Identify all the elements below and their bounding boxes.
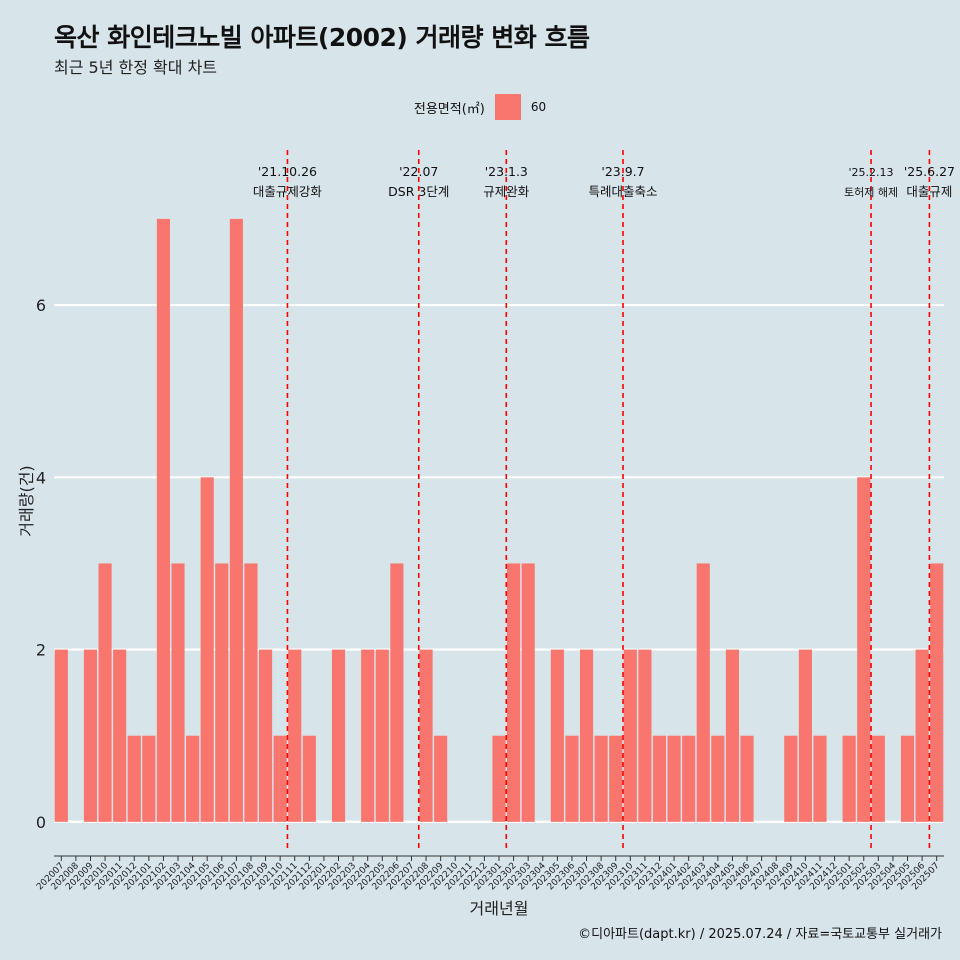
event-name-label: 규제완화 (483, 184, 530, 199)
event-name-label: 대출규제강화 (253, 184, 323, 199)
bar (711, 735, 725, 822)
bar (375, 649, 389, 822)
bar (652, 735, 667, 822)
event-name-label: 특례대출축소 (589, 184, 658, 199)
bar (215, 563, 229, 822)
bar (638, 649, 652, 822)
bar (142, 735, 156, 822)
bar (696, 563, 710, 822)
bar (113, 649, 127, 822)
bar (54, 649, 68, 822)
bar (331, 649, 346, 822)
chart-title: 옥산 화인테크노빌 아파트(2002) 거래량 변화 흐름 (54, 23, 590, 52)
bar (798, 649, 812, 822)
event-name-label: 토허제 해제 (844, 185, 898, 199)
bar (171, 563, 185, 822)
bar (98, 563, 112, 822)
bar (871, 735, 885, 822)
bar (127, 735, 141, 822)
bar (390, 563, 404, 822)
event-date-label: '23.9.7 (601, 164, 644, 179)
bar (492, 735, 506, 822)
bar (273, 735, 287, 822)
event-name-label: 대출규제 (906, 184, 952, 199)
legend-swatch (494, 94, 521, 120)
legend: 전용면적(㎡) 60 (0, 94, 960, 120)
bar (288, 649, 302, 822)
bar (83, 649, 98, 822)
bar (200, 477, 214, 822)
bar (623, 649, 637, 822)
bar (507, 563, 521, 822)
bar (419, 649, 433, 822)
bar (900, 735, 915, 822)
legend-item-label: 60 (530, 100, 547, 114)
bar (609, 735, 623, 822)
x-axis-title: 거래년월 (470, 899, 529, 918)
bar (915, 649, 929, 822)
bar (725, 649, 740, 822)
event-date-label: '22.07 (399, 164, 438, 179)
event-name-label: DSR 3단계 (388, 184, 449, 199)
bar (229, 218, 243, 822)
bar (930, 563, 944, 822)
bar (682, 735, 696, 822)
event-date-label: '25.6.27 (904, 164, 955, 179)
bar (258, 649, 273, 822)
source-caption: ©디아파트(dapt.kr) / 2025.07.24 / 자료=국토교통부 실… (578, 927, 942, 942)
y-tick-label: 6 (36, 296, 46, 315)
event-date-label: '25.2.13 (849, 166, 894, 179)
y-tick-label: 0 (36, 813, 46, 832)
bar (521, 563, 535, 822)
bar (550, 649, 564, 822)
bar (740, 735, 754, 822)
legend-title: 전용면적(㎡) (413, 101, 485, 117)
bar (857, 477, 871, 822)
bar (244, 563, 258, 822)
y-tick-label: 4 (36, 468, 46, 487)
bar (667, 735, 681, 822)
bar (784, 735, 798, 822)
y-axis-title: 거래량(건) (17, 465, 36, 536)
bar (579, 649, 594, 822)
bar (361, 649, 375, 822)
bar (594, 735, 608, 822)
event-date-label: '23.1.3 (485, 164, 528, 179)
bar (156, 218, 170, 822)
bar (842, 735, 856, 822)
bar (813, 735, 827, 822)
y-tick-label: 2 (36, 641, 46, 660)
bar (302, 735, 316, 822)
event-date-label: '21.10.26 (258, 164, 317, 179)
bar (186, 735, 200, 822)
bar (565, 735, 579, 822)
chart-subtitle: 최근 5년 한정 확대 차트 (54, 58, 218, 77)
bar (434, 735, 448, 822)
